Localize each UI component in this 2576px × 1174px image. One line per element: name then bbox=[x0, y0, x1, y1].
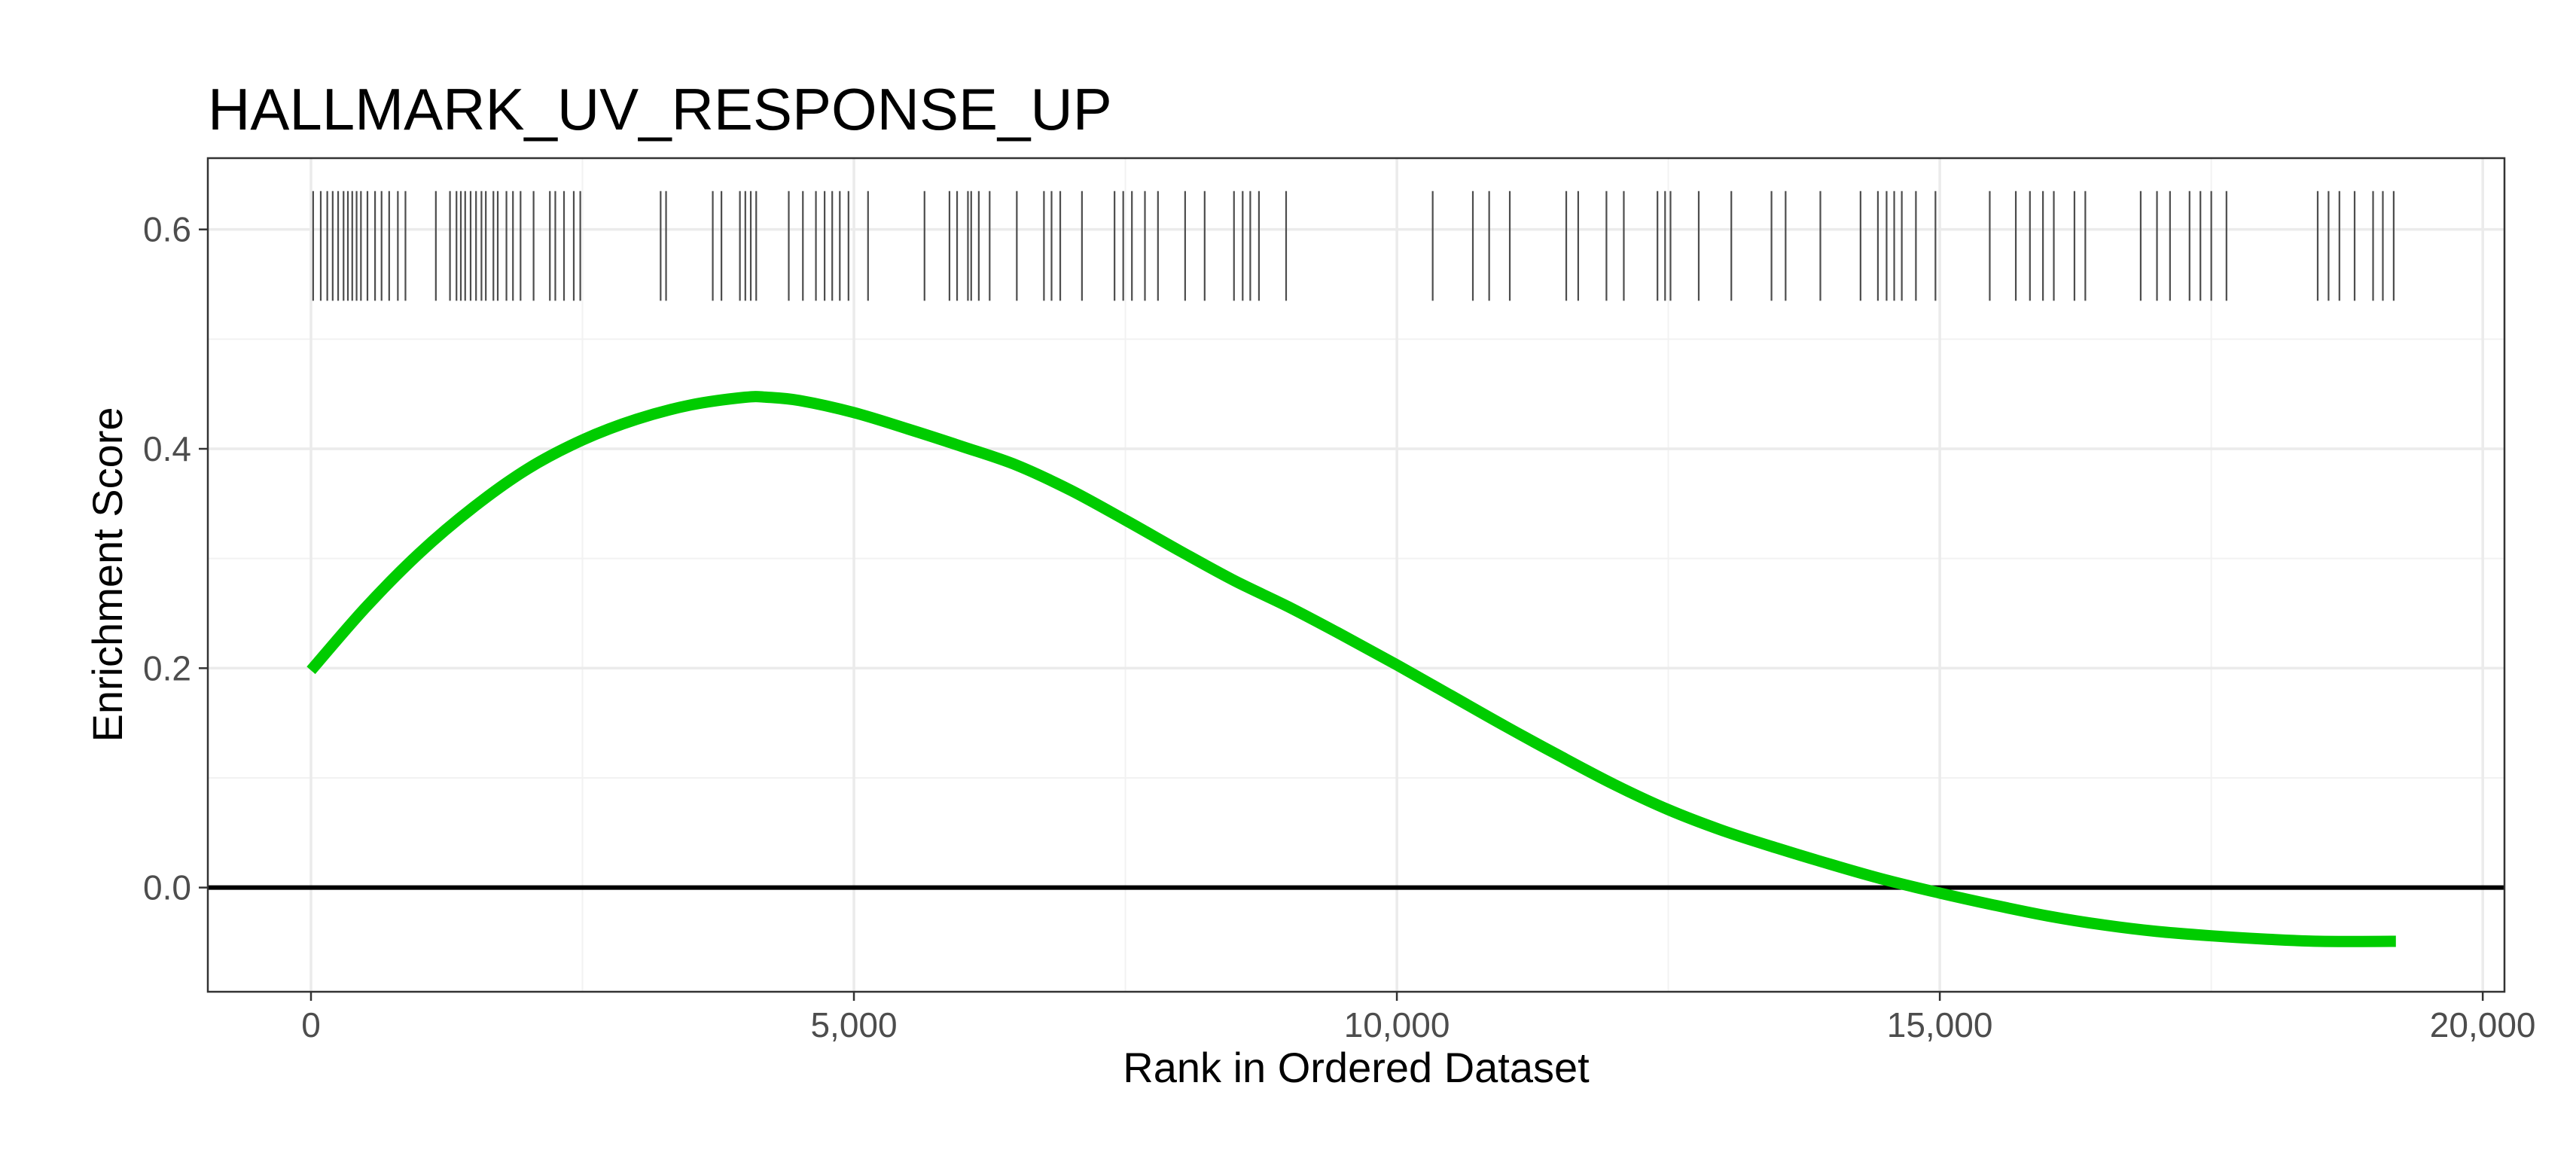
minor-gridlines bbox=[208, 158, 2504, 992]
x-axis: 0 5,000 10,000 15,000 20,000 bbox=[301, 992, 2536, 1044]
plot-panel-border bbox=[206, 157, 2506, 993]
y-tick-label: 0.0 bbox=[143, 868, 191, 907]
x-tick-label: 10,000 bbox=[1344, 1005, 1450, 1044]
x-tick-label: 0 bbox=[301, 1005, 321, 1044]
y-tick-label: 0.2 bbox=[143, 648, 191, 688]
gene-hit-rug bbox=[312, 191, 2395, 301]
x-axis-title: Rank in Ordered Dataset bbox=[1123, 1044, 1590, 1091]
x-tick-label: 20,000 bbox=[2430, 1005, 2536, 1044]
y-tick-label: 0.4 bbox=[143, 429, 191, 468]
enrichment-score-curve bbox=[306, 391, 2396, 947]
x-tick-label: 15,000 bbox=[1887, 1005, 1993, 1044]
y-tick-label: 0.6 bbox=[143, 210, 191, 249]
y-axis: 0.0 0.2 0.4 0.6 bbox=[143, 210, 208, 907]
x-tick-label: 5,000 bbox=[810, 1005, 897, 1044]
plot-panel-background bbox=[208, 158, 2504, 992]
y-axis-title: Enrichment Score bbox=[84, 407, 131, 742]
chart-title: HALLMARK_UV_RESPONSE_UP bbox=[208, 76, 1112, 142]
